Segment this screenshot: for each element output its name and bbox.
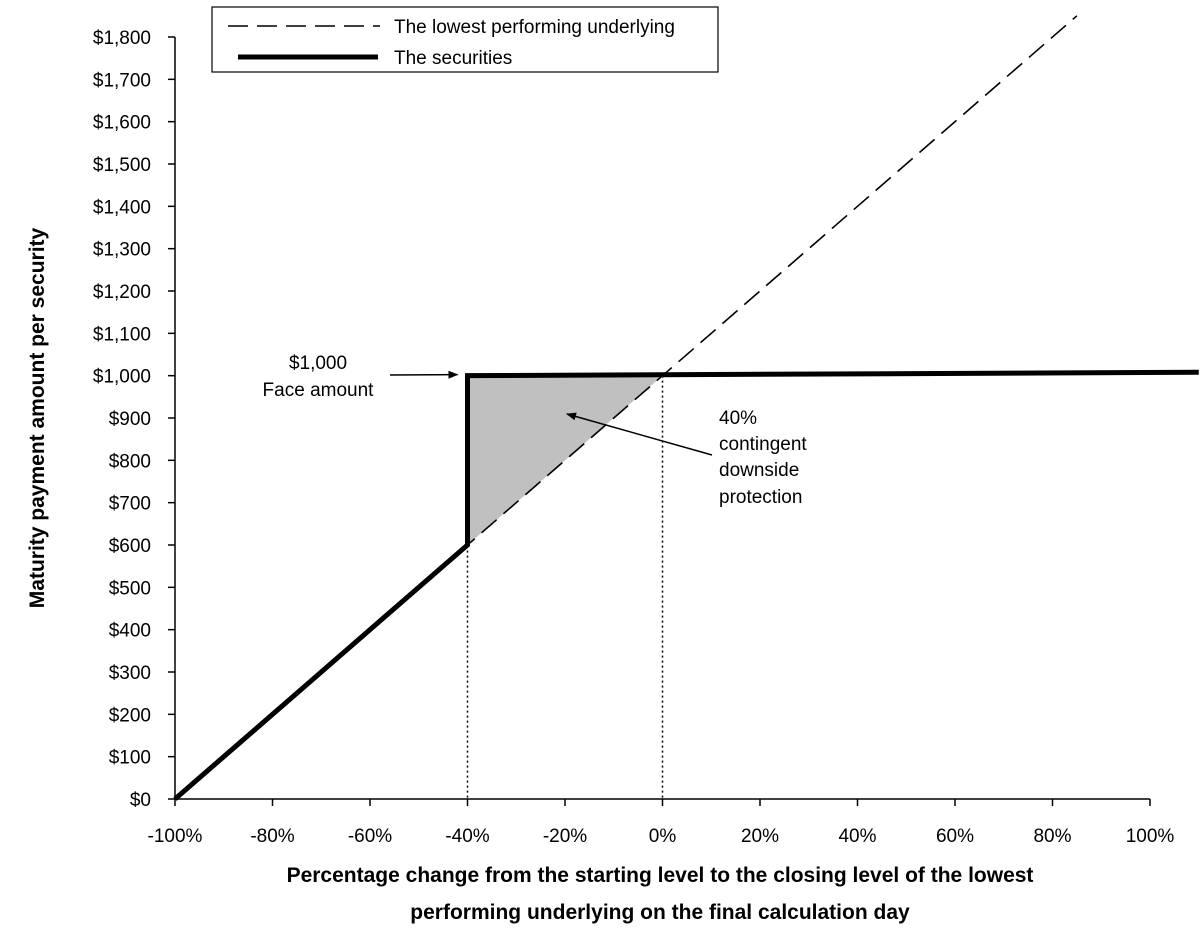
y-tick-label: $900 [109, 409, 151, 430]
y-tick-label: $1,100 [93, 324, 151, 345]
y-axis-title: Maturity payment amount per security [26, 227, 49, 608]
x-tick-label: -40% [445, 826, 489, 847]
y-tick-label: $1,500 [93, 155, 151, 176]
legend-label-underlying: The lowest performing underlying [394, 17, 675, 38]
y-tick-label: $100 [109, 748, 151, 769]
legend-label-securities: The securities [394, 48, 512, 69]
securities-payoff-line [173, 369, 1199, 801]
x-axis-title-line-2: performing underlying on the final calcu… [410, 901, 910, 924]
y-tick-label: $400 [109, 621, 151, 642]
x-tick-label: -20% [543, 826, 587, 847]
y-tick-label: $1,400 [93, 197, 151, 218]
y-tick-label: $0 [130, 790, 151, 811]
annotation-protection-line: contingent [719, 434, 807, 455]
y-tick-label: $500 [109, 578, 151, 599]
underlying-dashed-line [174, 15, 1078, 800]
y-tick-label: $700 [109, 494, 151, 515]
y-tick-label: $1,300 [93, 240, 151, 261]
y-tick-label: $600 [109, 536, 151, 557]
annotation-protection-line: protection [719, 487, 802, 508]
x-tick-label: 60% [936, 826, 974, 847]
y-tick-label: $1,600 [93, 113, 151, 134]
annotation-protection-line: 40% [719, 408, 757, 429]
x-axis-title-line-1: Percentage change from the starting leve… [287, 864, 1034, 887]
x-tick-label: -100% [148, 826, 203, 847]
y-tick-label: $1,000 [93, 367, 151, 388]
y-tick-label: $800 [109, 451, 151, 472]
annotation-protection-arrow [566, 412, 713, 456]
y-tick-label: $1,800 [93, 28, 151, 49]
y-tick-label: $200 [109, 705, 151, 726]
x-tick-label: 0% [649, 826, 677, 847]
annotation-face-label: Face amount [263, 380, 375, 401]
x-tick-label: -60% [348, 826, 392, 847]
x-tick-label: 80% [1033, 826, 1071, 847]
y-tick-label: $1,200 [93, 282, 151, 303]
protection-shaded-region [467, 375, 663, 545]
legend-box [211, 6, 719, 73]
x-tick-label: 100% [1126, 826, 1175, 847]
y-tick-label: $1,700 [93, 70, 151, 91]
annotation-face-value: $1,000 [289, 353, 347, 374]
x-tick-label: -80% [250, 826, 294, 847]
annotation-protection-line: downside [719, 460, 799, 481]
y-tick-label: $300 [109, 663, 151, 684]
x-tick-label: 20% [741, 826, 779, 847]
x-tick-label: 40% [838, 826, 876, 847]
